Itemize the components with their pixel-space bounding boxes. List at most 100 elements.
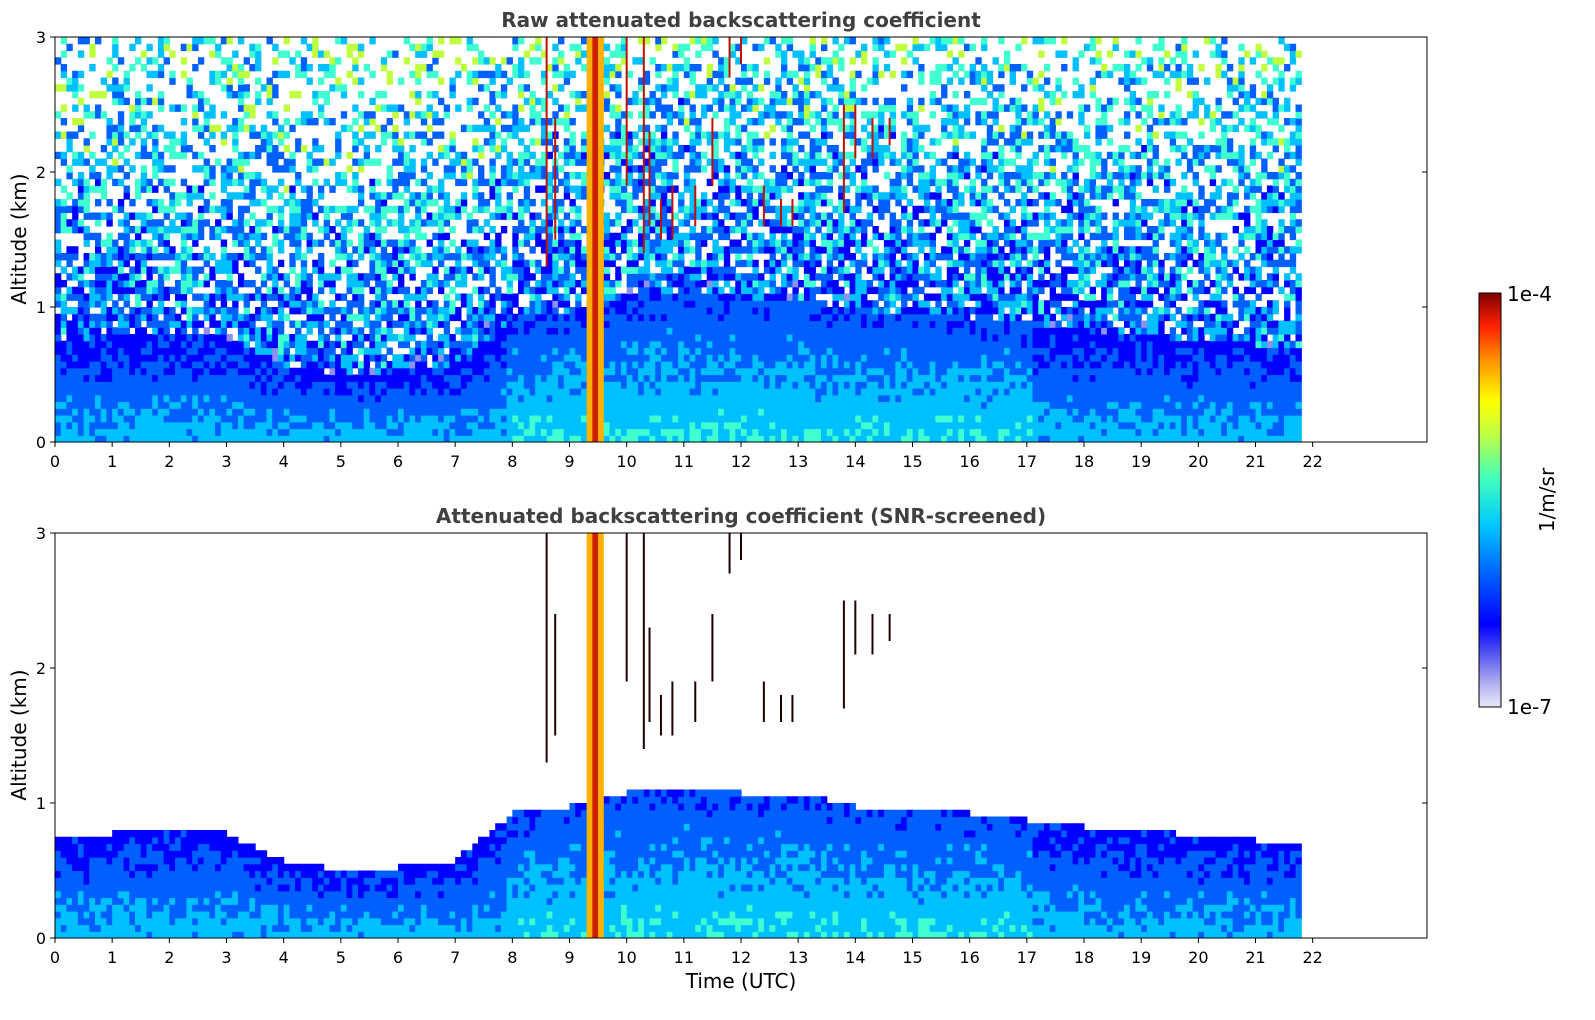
heatmap-cell bbox=[192, 388, 199, 396]
heatmap-cell bbox=[660, 293, 668, 301]
heatmap-cell bbox=[300, 381, 308, 389]
heatmap-cell bbox=[209, 293, 216, 301]
heatmap-cell bbox=[529, 354, 536, 362]
heatmap-cell bbox=[163, 361, 170, 369]
heatmap-cell bbox=[66, 347, 73, 355]
heatmap-cell bbox=[603, 273, 611, 281]
heatmap-cell bbox=[192, 421, 199, 430]
heatmap-cell bbox=[66, 361, 73, 369]
heatmap-cell bbox=[403, 374, 411, 382]
heatmap-cell bbox=[512, 367, 519, 376]
heatmap-cell bbox=[615, 435, 622, 442]
heatmap-cell bbox=[403, 131, 411, 139]
heatmap-cell bbox=[649, 57, 656, 65]
heatmap-cell bbox=[140, 246, 148, 254]
heatmap-cell bbox=[346, 347, 353, 355]
heatmap-cell bbox=[540, 354, 548, 362]
heatmap-cell bbox=[683, 124, 691, 133]
heatmap-cell bbox=[175, 327, 182, 335]
heatmap-cell bbox=[403, 421, 411, 430]
heatmap-cell bbox=[180, 57, 188, 65]
heatmap-cell bbox=[683, 415, 691, 423]
heatmap-cell bbox=[723, 212, 731, 220]
heatmap-cell bbox=[643, 347, 651, 355]
heatmap-cell bbox=[706, 300, 714, 308]
heatmap-cell bbox=[569, 226, 576, 234]
heatmap-cell bbox=[523, 273, 531, 281]
heatmap-cell bbox=[237, 232, 245, 241]
heatmap-cell bbox=[375, 226, 382, 234]
heatmap-cell bbox=[426, 313, 433, 322]
heatmap-cell bbox=[426, 273, 433, 281]
heatmap-cell bbox=[558, 232, 565, 241]
heatmap-cell bbox=[449, 273, 456, 281]
heatmap-cell bbox=[232, 401, 239, 409]
heatmap-cell bbox=[678, 421, 685, 430]
heatmap-cell bbox=[672, 307, 679, 315]
heatmap-cell bbox=[117, 334, 125, 342]
heatmap-cell bbox=[420, 232, 428, 241]
heatmap-cell bbox=[369, 185, 376, 193]
heatmap-cell bbox=[157, 421, 165, 430]
heatmap-cell bbox=[638, 172, 645, 180]
heatmap-cell bbox=[723, 185, 731, 193]
heatmap-cell bbox=[580, 347, 588, 355]
heatmap-cell bbox=[277, 151, 285, 160]
heatmap-cell bbox=[346, 165, 353, 173]
heatmap-cell bbox=[329, 158, 336, 166]
heatmap-cell bbox=[197, 374, 205, 382]
heatmap-cell bbox=[723, 340, 731, 349]
heatmap-cell bbox=[197, 266, 205, 274]
heatmap-cell bbox=[197, 219, 205, 227]
heatmap-cell bbox=[375, 219, 382, 227]
heatmap-cell bbox=[449, 340, 456, 349]
heatmap-cell bbox=[226, 253, 233, 261]
heatmap-cell bbox=[529, 334, 536, 342]
heatmap-cell bbox=[323, 394, 330, 403]
heatmap-cell bbox=[117, 280, 125, 288]
heatmap-cell bbox=[380, 286, 388, 295]
heatmap-cell bbox=[306, 354, 313, 362]
heatmap-cell bbox=[735, 340, 742, 349]
heatmap-cell bbox=[220, 280, 228, 288]
heatmap-cell bbox=[117, 381, 125, 389]
heatmap-cell bbox=[249, 367, 256, 376]
heatmap-cell bbox=[643, 388, 651, 396]
heatmap-cell bbox=[289, 266, 296, 274]
heatmap-cell bbox=[649, 172, 656, 180]
heatmap-cell bbox=[546, 421, 553, 430]
heatmap-cell bbox=[152, 286, 159, 295]
heatmap-cell bbox=[483, 327, 491, 335]
heatmap-cell bbox=[678, 340, 685, 349]
heatmap-cell bbox=[72, 408, 79, 416]
heatmap-cell bbox=[472, 77, 479, 85]
heatmap-cell bbox=[346, 374, 353, 382]
heatmap-cell bbox=[512, 428, 519, 436]
heatmap-cell bbox=[683, 165, 691, 173]
heatmap-cell bbox=[609, 367, 616, 376]
heatmap-cell bbox=[220, 239, 228, 247]
heatmap-cell bbox=[152, 428, 159, 436]
heatmap-cell bbox=[135, 401, 142, 409]
heatmap-cell bbox=[700, 131, 708, 139]
heatmap-cell bbox=[432, 212, 439, 220]
heatmap-cell bbox=[420, 347, 428, 355]
heatmap-cell bbox=[95, 219, 102, 227]
heatmap-cell bbox=[237, 280, 245, 288]
heatmap-cell bbox=[472, 239, 479, 247]
heatmap-cell bbox=[403, 334, 411, 342]
heatmap-cell bbox=[146, 266, 153, 274]
heatmap-cell bbox=[163, 320, 170, 328]
heatmap-cell bbox=[266, 313, 273, 322]
heatmap-cell bbox=[55, 259, 62, 268]
heatmap-cell bbox=[255, 37, 262, 38]
heatmap-cell bbox=[655, 84, 662, 92]
heatmap-cell bbox=[420, 192, 428, 200]
heatmap-cell bbox=[609, 428, 616, 436]
heatmap-cell bbox=[666, 77, 673, 85]
heatmap-cell bbox=[272, 293, 279, 301]
heatmap-cell bbox=[706, 212, 714, 220]
heatmap-cell bbox=[672, 131, 679, 139]
heatmap-cell bbox=[295, 118, 302, 126]
